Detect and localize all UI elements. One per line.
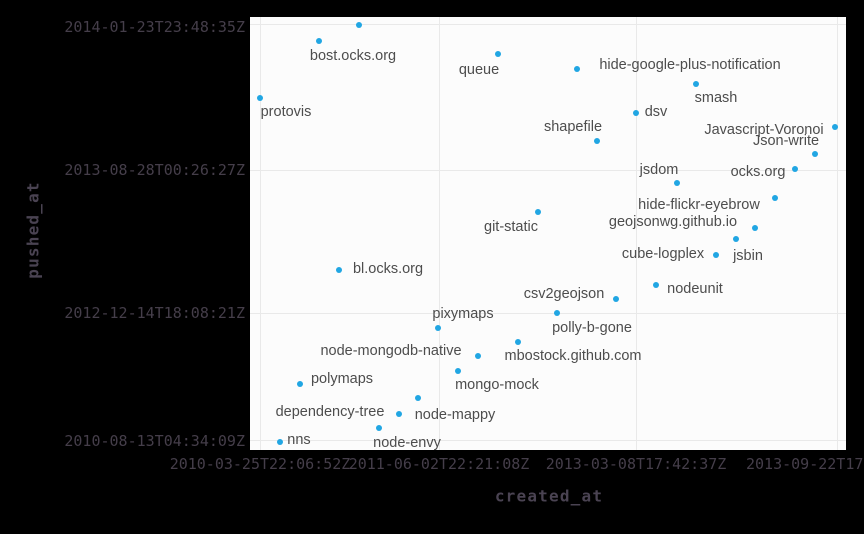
y-tick-label: 2010-08-13T04:34:09Z: [64, 432, 245, 450]
point-label: jsdom: [639, 162, 679, 178]
data-point: [257, 95, 263, 101]
data-point: [574, 66, 580, 72]
data-point: [653, 282, 659, 288]
data-point: [674, 180, 680, 186]
data-point: [812, 151, 818, 157]
point-label: Javascript-Voronoi: [704, 122, 824, 138]
point-label: ocks.org: [730, 164, 786, 180]
gridline-horizontal: [250, 313, 846, 314]
gridline-vertical: [636, 17, 637, 450]
data-point: [396, 411, 402, 417]
data-point: [772, 195, 778, 201]
x-tick-label: 2010-03-25T22:06:52Z: [169, 455, 351, 473]
data-point: [376, 425, 382, 431]
point-label: node-mappy: [414, 407, 496, 423]
plot-area: [250, 17, 846, 450]
point-label: dependency-tree: [275, 404, 385, 420]
point-label: csv2geojson: [523, 286, 605, 302]
point-label: node-envy: [373, 435, 441, 451]
data-point: [415, 395, 421, 401]
point-label: jsbin: [733, 248, 763, 264]
point-label: queue: [458, 62, 500, 78]
data-point: [515, 339, 521, 345]
data-point: [633, 110, 639, 116]
x-tick-label: 2013-03-08T17:42:37Z: [545, 455, 727, 473]
y-tick-label: 2014-01-23T23:48:35Z: [64, 18, 245, 36]
point-label: bost.ocks.org: [309, 48, 397, 64]
y-tick-label: 2013-08-28T00:26:27Z: [64, 161, 245, 179]
data-point: [336, 267, 342, 273]
data-point: [316, 38, 322, 44]
data-point: [713, 252, 719, 258]
x-axis-title: created_at: [494, 486, 604, 506]
gridline-horizontal: [250, 440, 846, 441]
point-label: mongo-mock: [455, 377, 539, 393]
point-label: Json-write: [752, 133, 820, 149]
point-label: geojsonwg.github.io: [608, 214, 738, 230]
data-point: [297, 381, 303, 387]
point-label: hide-google-plus-notification: [599, 57, 781, 73]
point-label: smash: [694, 90, 738, 106]
point-label: bl.ocks.org: [352, 261, 424, 277]
data-point: [752, 225, 758, 231]
point-label: polymaps: [310, 371, 374, 387]
point-label: nns: [287, 432, 311, 448]
point-label: nodeunit: [667, 281, 723, 297]
data-point: [435, 325, 441, 331]
point-label: dsv: [644, 104, 668, 120]
x-tick-label: 2013-09-22T17: [746, 455, 864, 473]
gridline-vertical: [260, 17, 261, 450]
data-point: [693, 81, 699, 87]
data-point: [495, 51, 501, 57]
gridline-vertical: [439, 17, 440, 450]
data-point: [594, 138, 600, 144]
data-point: [792, 166, 798, 172]
point-label: pixymaps: [432, 306, 494, 322]
point-label: hide-flickr-eyebrow: [638, 197, 760, 213]
x-tick-label: 2011-06-02T22:21:08Z: [348, 455, 530, 473]
data-point: [455, 368, 461, 374]
gridline-horizontal: [250, 24, 846, 25]
gridline-vertical: [837, 17, 838, 450]
y-tick-label: 2012-12-14T18:08:21Z: [64, 304, 245, 322]
data-point: [475, 353, 481, 359]
point-label: mbostock.github.com: [504, 348, 642, 364]
point-label: shapefile: [543, 119, 603, 135]
point-label: node-mongodb-native: [320, 343, 462, 359]
data-point: [554, 310, 560, 316]
point-label: cube-logplex: [621, 246, 705, 262]
data-point: [832, 124, 838, 130]
point-label: polly-b-gone: [552, 320, 632, 336]
y-axis-title: pushed_at: [23, 181, 43, 279]
gridline-horizontal: [250, 170, 846, 171]
data-point: [535, 209, 541, 215]
point-label: git-static: [484, 219, 538, 235]
data-point: [613, 296, 619, 302]
data-point: [356, 22, 362, 28]
data-point: [277, 439, 283, 445]
data-point: [733, 236, 739, 242]
point-label: protovis: [260, 104, 312, 120]
